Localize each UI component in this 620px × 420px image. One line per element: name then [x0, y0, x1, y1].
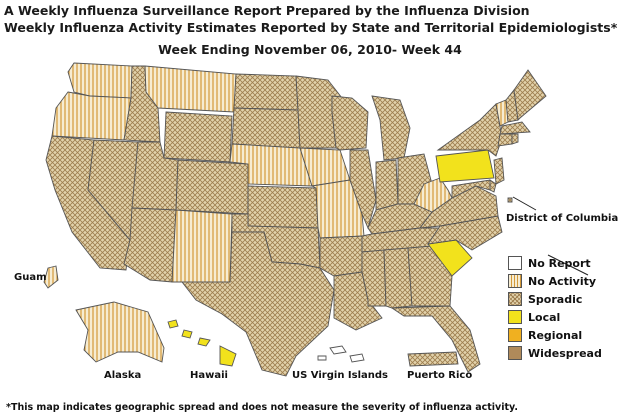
state-wy: [163, 111, 233, 163]
legend-item-no-report: No Report: [508, 254, 602, 272]
legend-swatch: [508, 346, 522, 360]
legend-label: Regional: [528, 328, 583, 342]
state-dc: [507, 197, 513, 203]
sc-leader-line: [547, 254, 589, 276]
legend-label: Local: [528, 310, 561, 324]
legend-item-sporadic: Sporadic: [508, 290, 602, 308]
label-hawaii: Hawaii: [190, 370, 228, 381]
legend-item-no-activity: No Activity: [508, 272, 602, 290]
title-line-2: Weekly Influenza Activity Estimates Repo…: [4, 20, 618, 35]
label-guam: Guam: [14, 272, 47, 283]
states-layer: [43, 62, 547, 377]
state-in: [375, 159, 399, 211]
state-fl: [390, 305, 481, 373]
state-mi: [371, 95, 411, 161]
state-tx: [181, 231, 335, 377]
state-md: [451, 179, 491, 199]
label-us-virgin-islands: US Virgin Islands: [292, 370, 388, 381]
state-wa: [67, 62, 133, 99]
state-nj: [493, 157, 505, 185]
state-me: [513, 69, 547, 121]
label-alaska: Alaska: [104, 370, 142, 381]
state-nm: [171, 209, 233, 283]
title-line-1: A Weekly Influenza Surveillance Report P…: [4, 3, 530, 18]
state-sd: [231, 107, 301, 149]
state-ks: [247, 185, 319, 229]
state-az: [123, 207, 177, 283]
label-puerto-rico: Puerto Rico: [407, 370, 473, 381]
state-pa: [435, 149, 495, 183]
legend-swatch: [508, 292, 522, 306]
legend-swatch: [508, 274, 522, 288]
legend-swatch: [508, 310, 522, 324]
legend-item-local: Local: [508, 308, 602, 326]
state-mt: [144, 65, 237, 113]
state-ny: [436, 103, 503, 157]
state-nd: [233, 73, 299, 111]
state-ak: [75, 301, 165, 363]
legend-item-widespread: Widespread: [508, 344, 602, 362]
state-gu: [43, 265, 59, 289]
legend-label: No Activity: [528, 274, 597, 288]
legend-label: Sporadic: [528, 292, 583, 306]
state-or: [51, 91, 132, 141]
legend-label: No Report: [528, 256, 591, 270]
footnote: *This map indicates geographic spread an…: [6, 402, 518, 413]
week-heading: Week Ending November 06, 2010- Week 44: [158, 42, 462, 57]
state-vi: [317, 345, 365, 363]
legend-swatch: [508, 328, 522, 342]
state-ri: [511, 133, 519, 145]
state-ct: [497, 133, 513, 147]
state-al: [383, 247, 413, 309]
state-ar: [319, 235, 365, 277]
legend: No Report No Activity Sporadic Local Regiona…: [508, 254, 602, 362]
legend-item-regional: Regional: [508, 326, 602, 344]
legend-label: Widespread: [528, 346, 602, 360]
state-wi: [331, 95, 369, 151]
legend-swatch: [508, 256, 522, 270]
label-district-of-columbia: District of Columbia: [506, 213, 619, 224]
state-ma: [499, 121, 531, 135]
state-de: [489, 179, 497, 193]
dc-leader-line: [512, 196, 537, 211]
state-hi: [167, 319, 237, 367]
state-co: [175, 159, 249, 215]
state-pr: [407, 351, 459, 367]
